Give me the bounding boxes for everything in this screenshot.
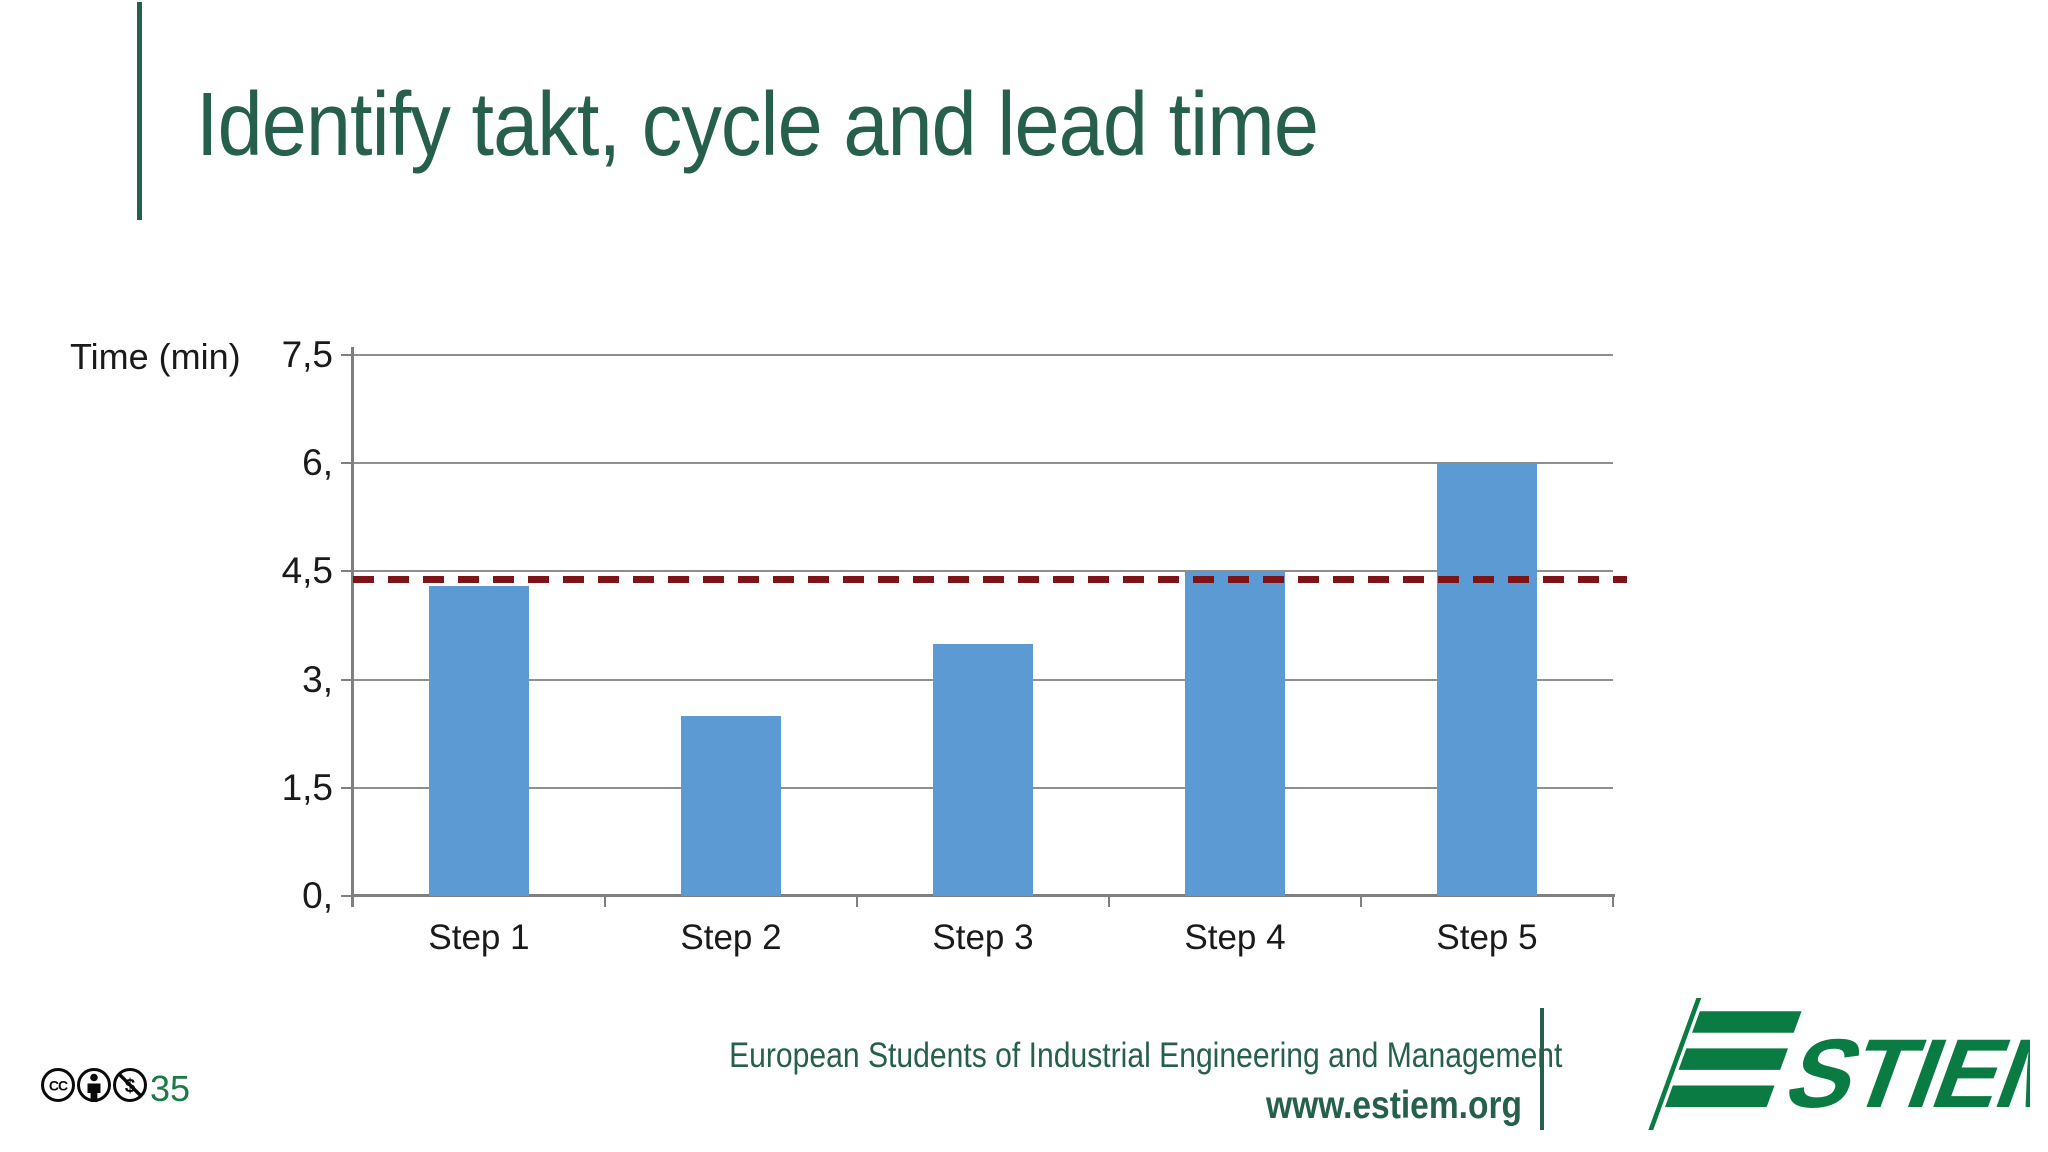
x-axis-label: Step 1 (428, 918, 530, 957)
footer-url: www.estiem.org (1266, 1084, 1522, 1127)
y-axis-title: Time (min) (70, 336, 241, 377)
footer-text-block: European Students of Industrial Engineer… (729, 1036, 1563, 1128)
x-axis-tick (1360, 896, 1362, 907)
logo-e-bar (1692, 1011, 1802, 1033)
logo-diagonal-line (1645, 998, 1702, 1130)
footer-organization: European Students of Industrial Engineer… (729, 1036, 1563, 1075)
x-axis-label: Step 3 (932, 918, 1034, 957)
estiem-logo: STIEM (1645, 998, 2030, 1130)
y-axis-tick (341, 786, 353, 789)
bar-step-5 (1437, 463, 1537, 896)
x-axis-tick (856, 896, 858, 907)
bar-step-1 (429, 585, 529, 896)
bar-step-4 (1185, 571, 1285, 896)
y-axis-tick-label: 1,5 (281, 766, 333, 808)
page-number: 35 (150, 1068, 191, 1109)
cc-license-icons: CC $ (41, 1068, 147, 1102)
y-axis-tick-label: 7,5 (281, 334, 333, 375)
bar-step-2 (681, 715, 781, 896)
takt-reference-line (353, 575, 1627, 583)
y-axis-tick-label: 6, (302, 442, 333, 484)
footer-separator-line (1540, 1008, 1544, 1130)
y-axis-tick-label: 4,5 (281, 550, 333, 592)
y-axis-tick-label: 3, (302, 658, 333, 700)
slide-title: Identify takt, cycle and lead time (196, 75, 1319, 175)
y-axis-tick-label: 0, (302, 875, 333, 916)
cc-icon (41, 1068, 75, 1102)
x-axis-label: Step 4 (1184, 918, 1286, 957)
non-commercial-icon: $ (113, 1068, 147, 1102)
gridline (353, 354, 1613, 356)
cc-icon-letters: CC (49, 1078, 68, 1094)
x-axis-label: Step 2 (680, 918, 782, 957)
title-accent-bar (137, 2, 142, 220)
gridline (353, 570, 1613, 573)
x-axis-tick (1612, 896, 1614, 907)
logo-e-bar (1678, 1048, 1789, 1070)
y-axis-tick (341, 570, 353, 573)
y-axis-tick (341, 462, 353, 465)
y-axis-tick (341, 895, 353, 897)
attribution-person-icon (77, 1068, 111, 1102)
y-axis-line (351, 347, 354, 907)
x-axis-label: Step 5 (1436, 918, 1538, 957)
x-axis-tick (1108, 896, 1110, 907)
bar-step-3 (933, 643, 1033, 896)
logo-e-bar (1664, 1085, 1775, 1108)
logo-letters: STIEM (1773, 1020, 2030, 1128)
x-axis-tick (352, 896, 354, 907)
x-axis-tick (604, 896, 606, 907)
gridline (353, 462, 1613, 465)
y-axis-tick (341, 678, 353, 681)
y-axis-tick (341, 354, 353, 356)
